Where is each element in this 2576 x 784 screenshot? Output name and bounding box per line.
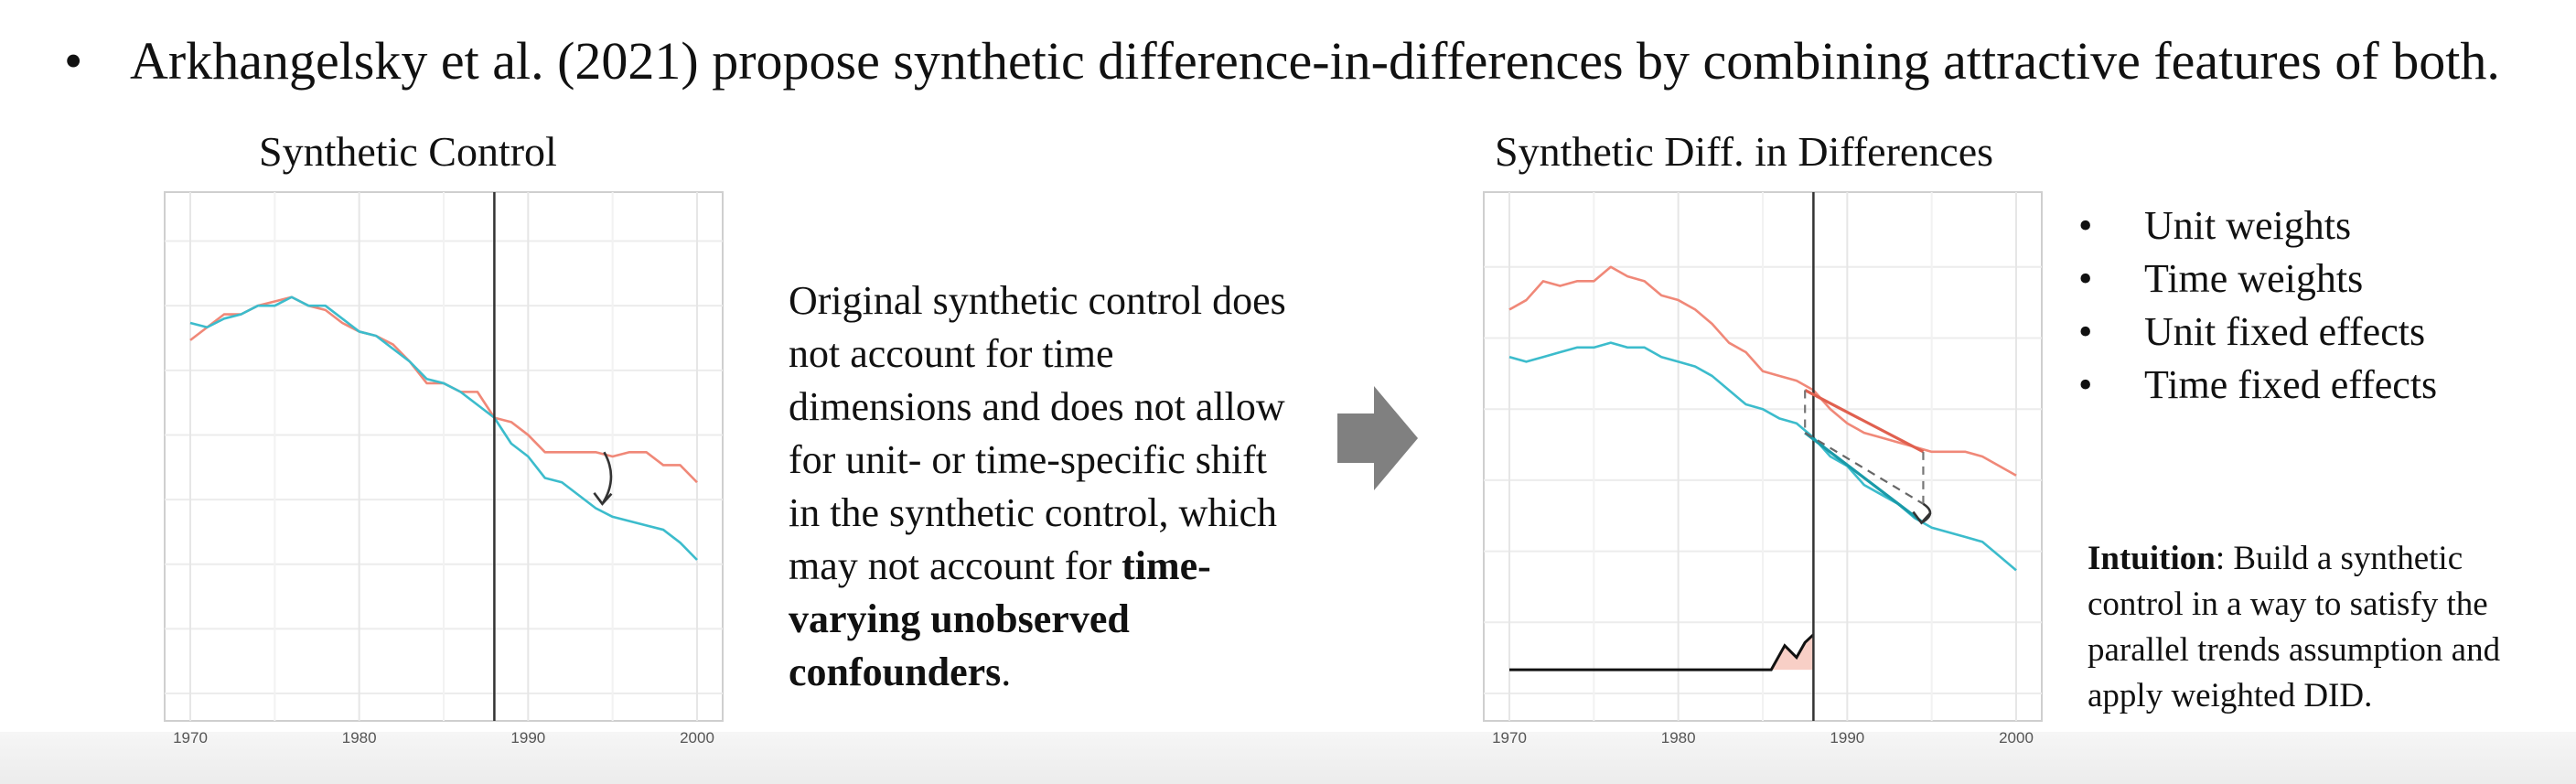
x-tick-label: 2000 bbox=[680, 729, 714, 746]
list-item: • Unit weights bbox=[2078, 203, 2352, 248]
bullet-glyph: • bbox=[64, 31, 83, 91]
synthetic-series-line bbox=[189, 295, 698, 561]
x-tick-label: 1980 bbox=[1661, 729, 1696, 746]
x-tick-label: 2000 bbox=[1999, 729, 2034, 746]
headline-bullet: • Arkhangelsky et al. (2021) propose synt… bbox=[64, 29, 2571, 93]
left-chart-title: Synthetic Control bbox=[259, 128, 557, 175]
right-arrow-icon bbox=[1337, 386, 1418, 490]
intuition-note: Intuition: Build a synthetic control in … bbox=[2088, 536, 2563, 719]
list-item: • Unit fixed effects bbox=[2078, 309, 2426, 354]
control-trend-segment bbox=[1804, 431, 1925, 524]
treated-trend-segment bbox=[1804, 389, 1925, 454]
synthetic-did-chart: 1970 1980 1990 2000 bbox=[1483, 191, 2043, 746]
x-tick-label: 1980 bbox=[342, 729, 377, 746]
list-item: • Time weights bbox=[2078, 256, 2364, 301]
x-tick-label: 1970 bbox=[173, 729, 208, 746]
explanation-plain: Original synthetic control does not acco… bbox=[789, 278, 1286, 588]
synthetic-control-chart: 1970 1980 1990 2000 bbox=[164, 191, 724, 746]
x-tick-label: 1990 bbox=[510, 729, 545, 746]
headline-text: Arkhangelsky et al. (2021) propose synth… bbox=[130, 31, 2500, 91]
intuition-text: : Build a synthetic control in a way to … bbox=[2088, 540, 2501, 714]
synthetic-series-line bbox=[1508, 341, 2017, 572]
explanation-bold: time-varying unobserved confounders bbox=[789, 543, 1211, 694]
feature-list: • Unit weights • Time weights • Unit fixed … bbox=[2078, 199, 2437, 412]
arrowhead bbox=[593, 492, 613, 506]
right-chart-title: Synthetic Diff. in Differences bbox=[1495, 128, 1994, 175]
time-weights-area bbox=[1771, 634, 1814, 671]
treated-series-line bbox=[1508, 265, 2017, 477]
intuition-label: Intuition bbox=[2088, 540, 2216, 577]
list-item: • Time fixed effects bbox=[2078, 362, 2438, 407]
explanation-text: Original synthetic control does not acco… bbox=[789, 274, 1301, 699]
time-weights-line bbox=[1509, 633, 1815, 671]
x-tick-label: 1990 bbox=[1830, 729, 1864, 746]
x-tick-label: 1970 bbox=[1492, 729, 1527, 746]
explanation-end: . bbox=[1001, 650, 1012, 694]
arrowhead bbox=[1912, 510, 1932, 525]
footer-band bbox=[0, 732, 2576, 784]
